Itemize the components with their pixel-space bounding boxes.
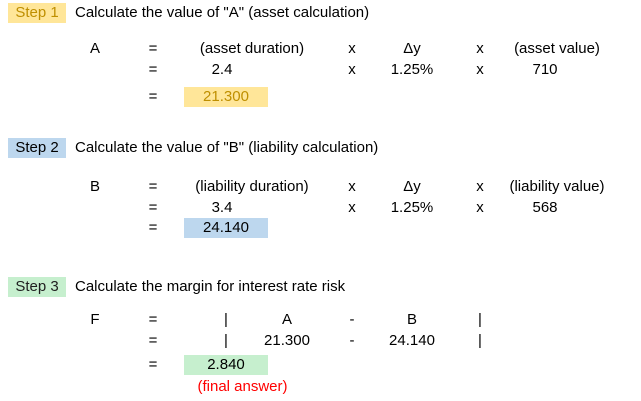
step2-result-row: = 24.140 bbox=[0, 218, 641, 238]
step3-formula-row: F = | A - B | bbox=[0, 310, 641, 330]
step2-liability-value-label: (liability value) bbox=[509, 178, 605, 195]
step3-abs-close-1: | bbox=[478, 311, 482, 328]
final-answer-note: (final answer) bbox=[197, 378, 288, 395]
step1-values-row: = 2.4 x 1.25% x 710 bbox=[0, 60, 641, 80]
step1-asset-value: 710 bbox=[532, 61, 558, 78]
step2-multiply-3: x bbox=[348, 199, 356, 216]
step1-equals-2: = bbox=[148, 61, 158, 78]
step2-values-row: = 3.4 x 1.25% x 568 bbox=[0, 198, 641, 218]
step3-result-cell: 2.840 bbox=[184, 355, 268, 375]
step2-duration-value: 3.4 bbox=[211, 199, 233, 216]
step1-equals-3: = bbox=[148, 88, 158, 105]
step3-minus-2: - bbox=[349, 332, 355, 349]
step3-equals-1: = bbox=[148, 311, 158, 328]
step3-title: Calculate the margin for interest rate r… bbox=[75, 278, 346, 295]
step2-multiply-1: x bbox=[348, 178, 356, 195]
step1-asset-value-label: (asset value) bbox=[514, 40, 600, 57]
step1-multiply-4: x bbox=[476, 61, 484, 78]
step3-result-row: = 2.840 bbox=[0, 355, 641, 375]
step3-minus-1: - bbox=[349, 311, 355, 328]
step1-multiply-1: x bbox=[348, 40, 356, 57]
step1-var-label: A bbox=[89, 40, 100, 57]
step3-abs-open-1: | bbox=[224, 311, 228, 328]
step3-a-ref: A bbox=[281, 311, 292, 328]
step2-multiply-2: x bbox=[476, 178, 484, 195]
step3-var-label: F bbox=[90, 311, 100, 328]
step2-delta-y-label: Δy bbox=[403, 178, 421, 195]
step3-equals-3: = bbox=[148, 356, 158, 373]
step2-equals-3: = bbox=[148, 219, 158, 236]
step3-values-row: = | 21.300 - 24.140 | bbox=[0, 331, 641, 351]
step2-multiply-4: x bbox=[476, 199, 484, 216]
step2-equals-2: = bbox=[148, 199, 158, 216]
step3-a-value: 21.300 bbox=[264, 332, 310, 349]
step2-result-cell: 24.140 bbox=[184, 218, 268, 238]
step2-liability-duration-label: (liability duration) bbox=[195, 178, 309, 195]
step2-equals-1: = bbox=[148, 178, 158, 195]
step1-duration-value: 2.4 bbox=[211, 61, 233, 78]
step1-asset-duration-label: (asset duration) bbox=[199, 40, 305, 57]
step1-formula-row: A = (asset duration) x Δy x (asset value… bbox=[0, 39, 641, 59]
step3-b-ref: B bbox=[406, 311, 417, 328]
step2-formula-row: B = (liability duration) x Δy x (liabili… bbox=[0, 177, 641, 197]
step1-result-cell: 21.300 bbox=[184, 87, 268, 107]
step2-delta-y-value: 1.25% bbox=[390, 199, 434, 216]
step1-multiply-3: x bbox=[348, 61, 356, 78]
step1-delta-y-value: 1.25% bbox=[390, 61, 434, 78]
step1-equals-1: = bbox=[148, 40, 158, 57]
step3-equals-2: = bbox=[148, 332, 158, 349]
step2-badge: Step 2 bbox=[8, 138, 66, 158]
step2-title: Calculate the value of "B" (liability ca… bbox=[75, 139, 379, 156]
step1-title: Calculate the value of "A" (asset calcul… bbox=[75, 4, 370, 21]
step3-b-value: 24.140 bbox=[389, 332, 435, 349]
step1-delta-y-label: Δy bbox=[403, 40, 421, 57]
step2-var-label: B bbox=[89, 178, 100, 195]
step1-badge: Step 1 bbox=[8, 3, 66, 23]
step1-result-row: = 21.300 bbox=[0, 87, 641, 107]
step3-abs-open-2: | bbox=[224, 332, 228, 349]
step1-multiply-2: x bbox=[476, 40, 484, 57]
step3-badge: Step 3 bbox=[8, 277, 66, 297]
step2-liability-value: 568 bbox=[532, 199, 558, 216]
step3-abs-close-2: | bbox=[478, 332, 482, 349]
